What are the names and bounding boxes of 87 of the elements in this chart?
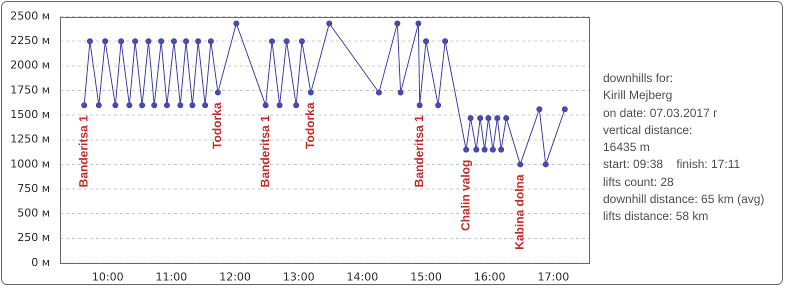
point <box>415 20 422 26</box>
point <box>376 89 382 96</box>
point <box>468 115 474 122</box>
point <box>494 115 500 122</box>
point <box>118 38 124 44</box>
point <box>536 106 542 112</box>
point <box>482 146 488 153</box>
text: on date: 07.03.2017 г <box>603 104 718 122</box>
point <box>177 102 184 108</box>
point <box>202 102 208 108</box>
point <box>170 38 177 44</box>
point <box>112 102 118 108</box>
x-tick-label: 10:00 <box>92 270 124 284</box>
x-tick-label: 16:00 <box>474 270 506 284</box>
annotation: Banderitsa 1 <box>412 114 426 188</box>
point <box>158 38 164 44</box>
x-tick-label: 14:00 <box>346 270 378 284</box>
point <box>189 102 196 108</box>
point <box>262 102 269 108</box>
point <box>326 20 332 26</box>
text: lifts distance: 58 km <box>603 208 710 226</box>
point <box>276 102 283 108</box>
point <box>416 102 423 108</box>
point <box>542 161 549 168</box>
point <box>298 38 305 44</box>
point <box>423 38 430 44</box>
point <box>308 89 314 96</box>
y-tick-label: 2250 м <box>10 34 50 48</box>
y-tick-label: 1750 м <box>10 83 50 96</box>
text: vertical distance: <box>603 122 694 139</box>
point <box>96 102 102 108</box>
y-tick-label: 1500 м <box>10 108 50 122</box>
point <box>517 161 524 168</box>
point <box>208 38 214 44</box>
point <box>126 102 132 108</box>
point <box>195 38 202 44</box>
point <box>214 89 221 96</box>
point <box>81 102 88 108</box>
y-tick-label: 0 м <box>31 256 50 269</box>
text: downhills for: <box>603 70 674 87</box>
point <box>183 38 190 44</box>
annotation: Banderitsa 1 <box>258 114 272 188</box>
point <box>151 102 158 108</box>
point <box>293 102 300 108</box>
y-tick-label: 250 м <box>17 231 50 244</box>
annotation: Banderitsa 1 <box>76 114 91 188</box>
point <box>164 102 170 108</box>
point <box>394 20 400 26</box>
x-tick-label: 12:00 <box>219 270 251 284</box>
point <box>477 115 484 122</box>
x-tick-label: 15:00 <box>410 270 442 284</box>
point <box>442 38 448 44</box>
y-tick-label: 2000 м <box>10 58 50 72</box>
point <box>86 38 93 44</box>
point <box>139 102 146 108</box>
point <box>268 38 275 44</box>
annotation: Todorka <box>210 102 224 149</box>
text: start: 09:38 finish: 17:11 <box>603 156 742 174</box>
x-tick-label: 11:00 <box>156 270 188 284</box>
annotation: Chalin valog <box>458 160 472 231</box>
point <box>490 146 496 153</box>
point <box>498 146 504 153</box>
point <box>284 38 290 44</box>
point <box>132 38 138 44</box>
y-tick-label: 2500 м <box>10 9 50 22</box>
y-tick-label: 1250 м <box>10 132 50 146</box>
point <box>473 146 480 153</box>
text: 16435 m <box>603 139 651 156</box>
point <box>233 20 240 26</box>
point <box>562 106 568 112</box>
point <box>435 102 442 108</box>
text: lifts count: 28 <box>603 174 675 191</box>
x-tick-label: 17:00 <box>538 270 570 284</box>
point <box>463 146 470 153</box>
text: downhill distance: 65 km (avg) <box>603 191 764 208</box>
annotation: Todorka <box>303 102 318 149</box>
point <box>102 38 108 44</box>
point <box>485 115 492 122</box>
point <box>398 89 404 96</box>
point <box>503 115 510 122</box>
y-tick-label: 750 м <box>17 182 50 195</box>
point <box>145 38 152 44</box>
y-tick-label: 500 м <box>17 206 50 220</box>
x-tick-label: 13:00 <box>282 270 315 284</box>
text: Kirill Mejberg <box>603 87 674 104</box>
y-tick-label: 1000 м <box>10 157 50 170</box>
annotation: Kabina dolna <box>512 174 527 250</box>
